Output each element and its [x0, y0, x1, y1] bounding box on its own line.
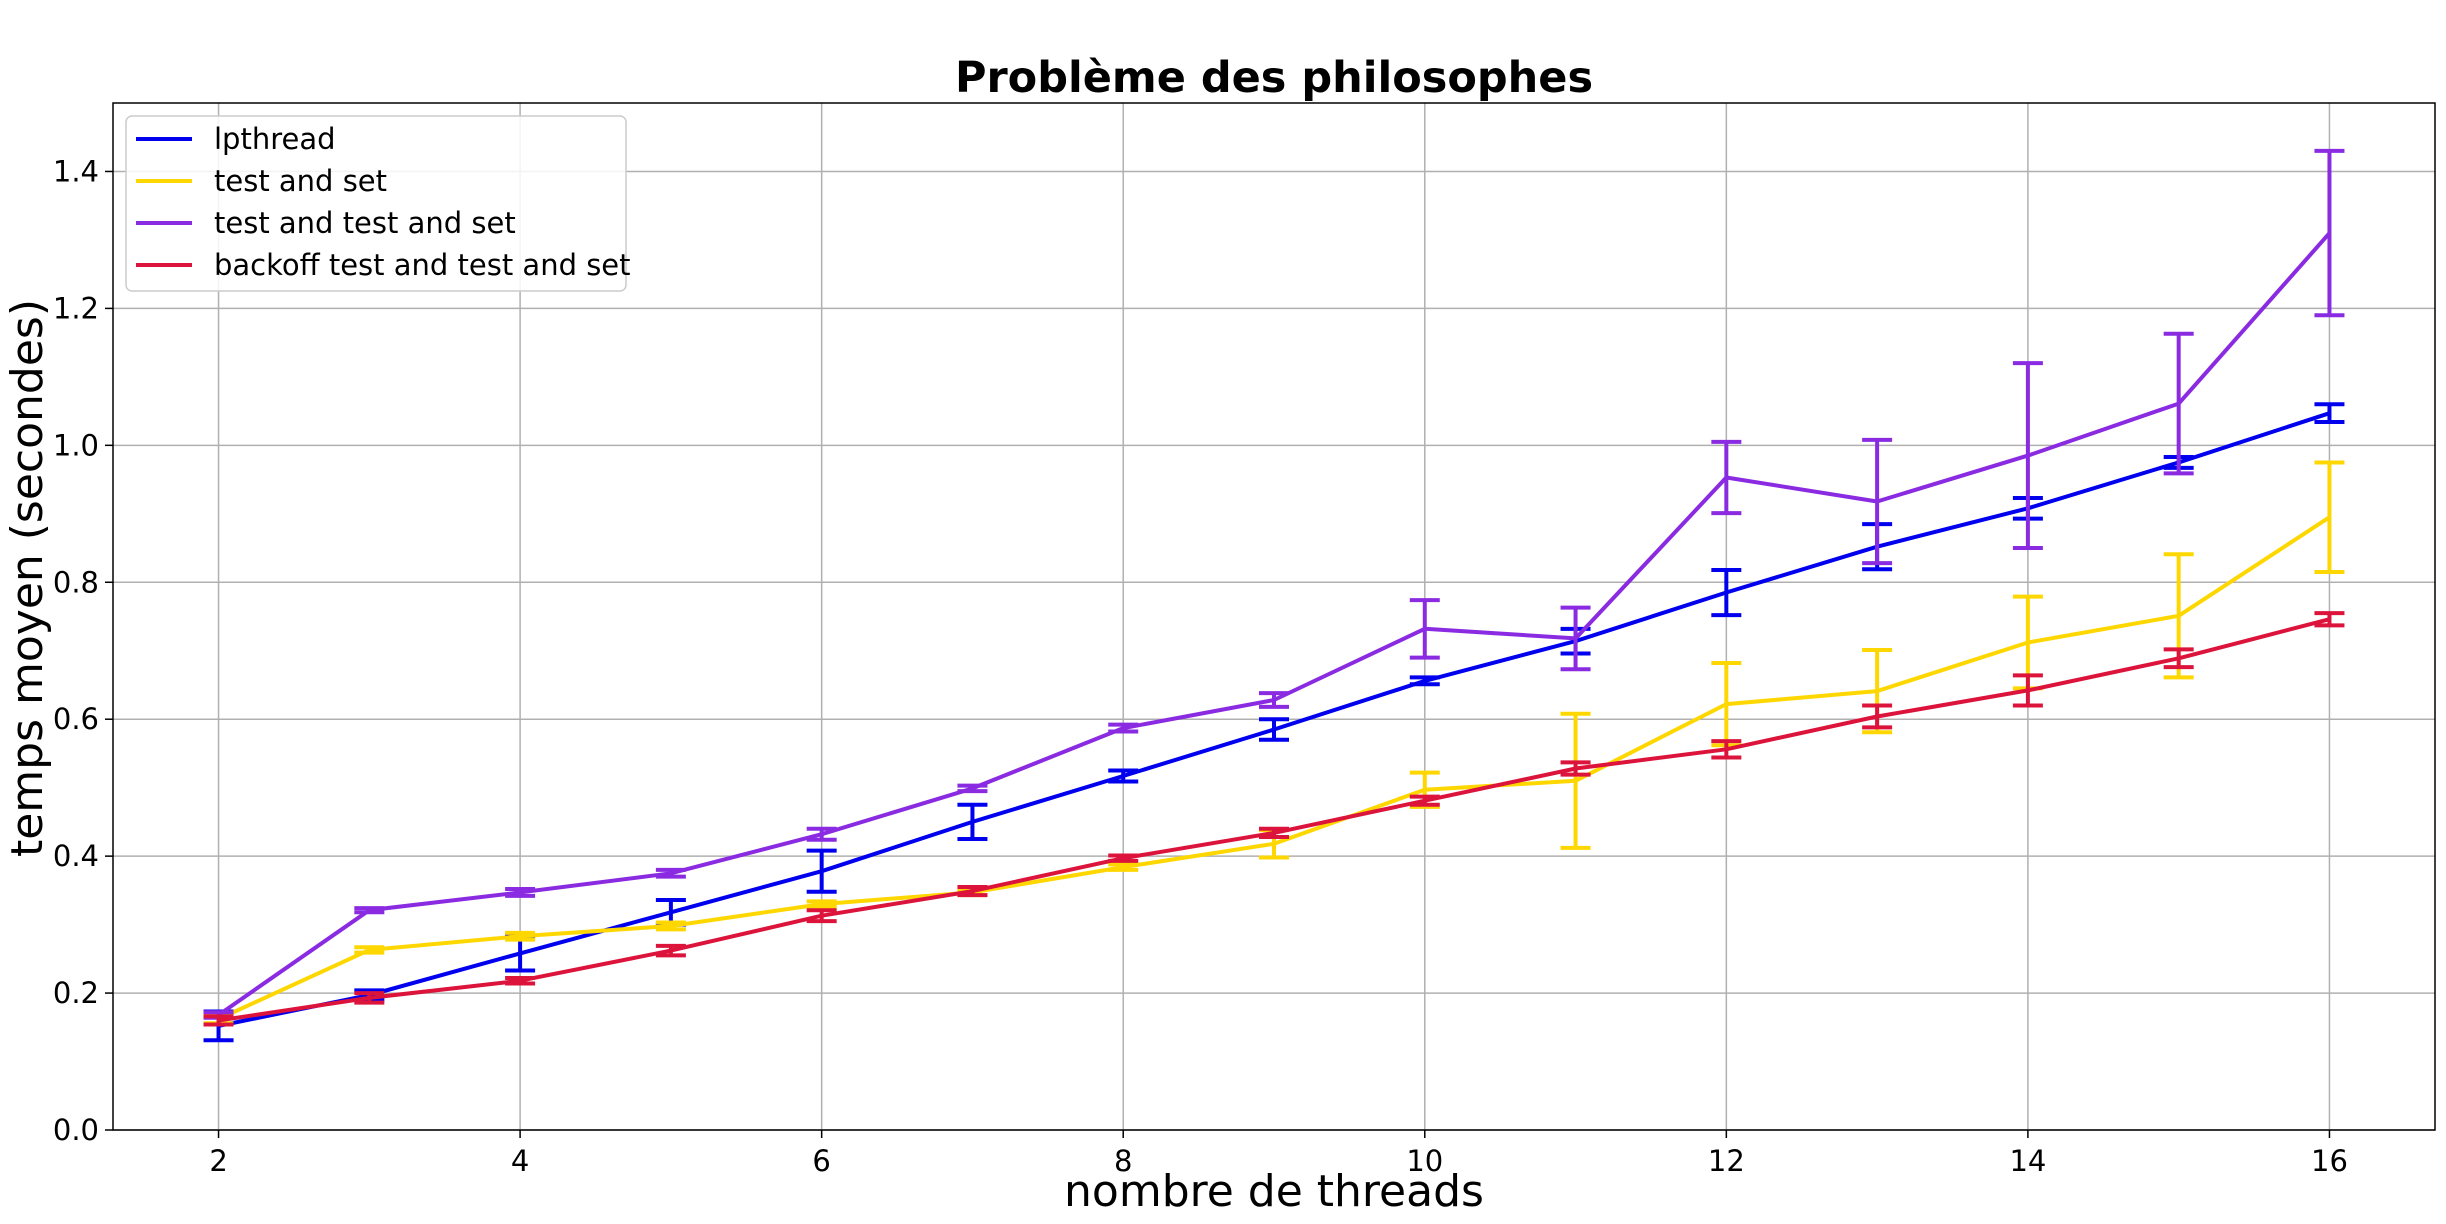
data-point	[2177, 402, 2181, 406]
data-point	[2026, 641, 2030, 645]
series-line	[217, 515, 2331, 1021]
data-point	[518, 890, 522, 894]
data-point	[820, 902, 824, 906]
data-point	[367, 948, 371, 952]
data-point	[1121, 726, 1125, 730]
data-point	[1724, 591, 1728, 595]
data-point	[1423, 799, 1427, 803]
data-point	[1272, 831, 1276, 835]
series-0	[203, 402, 2345, 1043]
data-point	[669, 949, 673, 953]
y-tick-label: 0.6	[53, 702, 99, 736]
data-point	[367, 996, 371, 1000]
data-point	[2327, 617, 2331, 621]
legend-box	[125, 115, 627, 292]
data-point	[1423, 788, 1427, 792]
y-axis-label: temps moyen (secondes)	[2, 299, 53, 857]
data-point	[820, 869, 824, 873]
data-point	[669, 924, 673, 928]
data-point	[1875, 499, 1879, 503]
x-tick-label: 4	[511, 1144, 529, 1178]
legend-label: backoff test and test and set	[214, 248, 631, 282]
y-tick-label: 0.0	[53, 1113, 99, 1147]
data-point	[820, 914, 824, 918]
data-point	[669, 871, 673, 875]
series-2	[203, 148, 2345, 1020]
axis-ticks: 2 4 6 8 10 12 14 16 0.0 0.2 0.4 0.6 0.8 1.0 1.2 1.4	[53, 154, 2348, 1178]
series-line	[217, 231, 2331, 1017]
data-point	[1724, 747, 1728, 751]
data-point	[2177, 656, 2181, 660]
x-tick-label: 8	[1114, 1144, 1132, 1178]
data-point	[1875, 689, 1879, 693]
data-point	[217, 1018, 221, 1022]
data-point	[970, 786, 974, 790]
y-tick-label: 1.4	[53, 154, 99, 188]
plot-frame	[112, 102, 2436, 1131]
y-tick-label: 0.4	[53, 839, 99, 873]
data-point	[1272, 698, 1276, 702]
x-tick-label: 12	[1708, 1144, 1745, 1178]
data-point	[2327, 411, 2331, 415]
x-tick-label: 2	[209, 1144, 227, 1178]
data-point	[1121, 774, 1125, 778]
x-tick-label: 14	[2009, 1144, 2046, 1178]
data-point	[1272, 842, 1276, 846]
data-point	[518, 951, 522, 955]
x-tick-label: 16	[2311, 1144, 2348, 1178]
x-axis-label: nombre de threads	[1064, 1166, 1484, 1217]
data-point	[2026, 688, 2030, 692]
data-point	[1121, 865, 1125, 869]
data-point	[518, 934, 522, 938]
data-point	[820, 832, 824, 836]
data-point	[1724, 476, 1728, 480]
legend-label: test and test and set	[214, 206, 516, 240]
legend-label: lpthread	[214, 122, 336, 156]
data-point	[518, 979, 522, 983]
data-point	[1724, 702, 1728, 706]
legend-label: test and set	[214, 164, 387, 198]
data-point	[970, 820, 974, 824]
data-point	[367, 908, 371, 912]
data-point	[970, 889, 974, 893]
data-point	[669, 910, 673, 914]
y-tick-label: 0.2	[53, 976, 99, 1010]
data-point	[1121, 856, 1125, 860]
data-point	[1272, 727, 1276, 731]
data-point	[1574, 766, 1578, 770]
y-tick-label: 0.8	[53, 565, 99, 599]
y-tick-label: 1.2	[53, 291, 99, 325]
data-point	[2327, 515, 2331, 519]
data-point	[1423, 627, 1427, 631]
data-point	[2327, 231, 2331, 235]
series-3	[203, 611, 2345, 1027]
chart-title: Problème des philosophes	[955, 53, 1593, 103]
data-point	[1574, 636, 1578, 640]
x-tick-label: 6	[812, 1144, 830, 1178]
legend: lpthread test and set test and test and se…	[125, 115, 631, 292]
y-tick-label: 1.0	[53, 428, 99, 462]
data-point	[1423, 679, 1427, 683]
series-group	[203, 148, 2345, 1043]
x-tick-label: 10	[1406, 1144, 1443, 1178]
data-point	[1875, 714, 1879, 718]
data-point	[1574, 779, 1578, 783]
series-line	[218, 617, 2331, 1023]
data-point	[2026, 454, 2030, 458]
data-point	[2177, 614, 2181, 618]
